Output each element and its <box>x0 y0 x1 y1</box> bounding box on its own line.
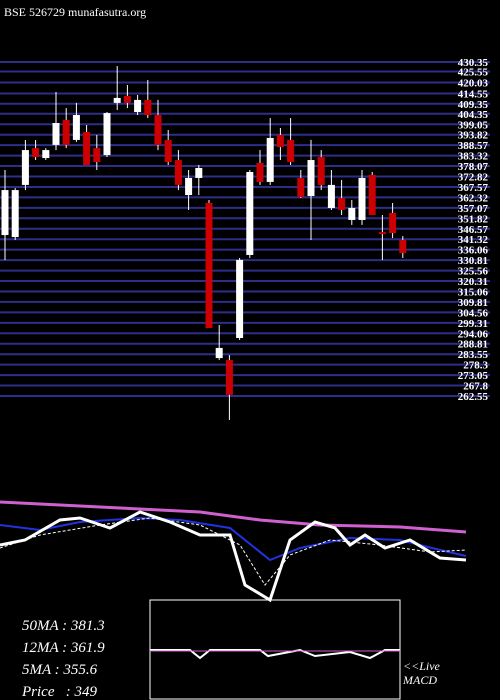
candle-body <box>378 232 386 235</box>
y-tick-label: 393.82 <box>458 130 489 142</box>
candle-body <box>256 163 264 182</box>
candle-body <box>164 139 172 163</box>
candle-body <box>317 157 325 185</box>
y-tick-label: 283.55 <box>458 349 489 361</box>
y-tick-label: 262.55 <box>458 391 489 403</box>
candle-body <box>174 160 182 185</box>
candle-body <box>1 190 9 236</box>
candle-body <box>246 171 254 255</box>
candle-body <box>21 150 29 185</box>
candle-body <box>83 131 91 166</box>
macd-line <box>150 648 400 660</box>
candle-body <box>93 148 101 163</box>
y-tick-label: 409.35 <box>458 99 489 111</box>
candle-body <box>195 167 203 178</box>
candle-body <box>113 97 121 103</box>
macd-label: <<Live <box>403 659 441 673</box>
candle-body <box>154 115 162 145</box>
candle-body <box>205 203 213 329</box>
candle-body <box>225 360 233 395</box>
candle-body <box>134 99 142 113</box>
y-tick-label: 315.06 <box>458 286 489 298</box>
candle-body <box>72 115 80 140</box>
candle-body <box>185 177 193 196</box>
candle-body <box>348 208 356 220</box>
y-tick-label: 267.8 <box>463 381 488 393</box>
y-tick-label: 420.03 <box>458 78 489 90</box>
candle-body <box>52 123 60 145</box>
y-tick-label: 273.05 <box>458 370 489 382</box>
candle-body <box>368 174 376 215</box>
candle-body <box>215 347 223 359</box>
y-tick-label: 383.32 <box>458 151 489 163</box>
y-tick-label: 388.57 <box>458 140 489 152</box>
y-tick-label: 430.35 <box>458 57 489 69</box>
stat: 12MA : 361.9 <box>22 640 105 656</box>
candle-body <box>358 177 366 220</box>
candle-body <box>144 99 152 116</box>
y-tick-label: 414.55 <box>458 88 489 100</box>
y-tick-label: 336.06 <box>458 245 489 257</box>
y-tick-label: 399.05 <box>458 119 489 131</box>
signal-line <box>0 517 467 586</box>
y-tick-label: 372.82 <box>458 172 489 184</box>
candle-body <box>399 240 407 253</box>
candle-body <box>11 190 19 238</box>
candle-body <box>236 259 244 338</box>
y-tick-label: 330.81 <box>458 255 488 267</box>
y-tick-label: 304.56 <box>458 307 489 319</box>
chart-title: BSE 526729 munafasutra.org <box>4 5 146 19</box>
y-tick-label: 320.31 <box>458 276 488 288</box>
candle-body <box>297 177 305 198</box>
y-tick-label: 351.82 <box>458 213 489 225</box>
stat: Price : 349 <box>21 684 97 700</box>
candle-body <box>32 148 40 158</box>
y-tick-label: 325.56 <box>458 266 489 278</box>
candle-body <box>276 134 284 148</box>
candle-body <box>42 150 50 159</box>
y-tick-label: 309.81 <box>458 297 488 309</box>
y-tick-label: 362.32 <box>458 192 489 204</box>
y-tick-label: 425.55 <box>458 67 489 79</box>
y-tick-label: 357.07 <box>458 203 489 215</box>
y-tick-label: 404.35 <box>458 109 489 121</box>
y-tick-label: 341.32 <box>458 234 489 246</box>
ma-line <box>0 500 467 534</box>
candle-body <box>327 184 335 209</box>
y-tick-label: 288.81 <box>458 339 488 351</box>
candle-body <box>307 160 315 197</box>
candle-body <box>123 95 131 103</box>
candle-body <box>389 212 397 234</box>
y-tick-label: 346.57 <box>458 224 489 236</box>
indicator-panel <box>0 500 467 700</box>
candle-body <box>62 120 70 145</box>
stat: 50MA : 381.3 <box>22 618 105 634</box>
y-tick-label: 299.31 <box>458 318 488 330</box>
ma-line <box>0 516 467 562</box>
y-tick-label: 378.07 <box>458 161 489 173</box>
price-line <box>0 510 467 603</box>
y-tick-label: 367.57 <box>458 182 489 194</box>
candle-body <box>287 139 295 163</box>
macd-label: MACD <box>402 673 437 687</box>
y-tick-label: 294.06 <box>458 328 489 340</box>
candle-body <box>266 137 274 182</box>
y-tick-label: 278.3 <box>463 360 488 372</box>
candle-body <box>103 113 111 156</box>
candle-body <box>338 198 346 210</box>
stat: 5MA : 355.6 <box>22 662 98 678</box>
